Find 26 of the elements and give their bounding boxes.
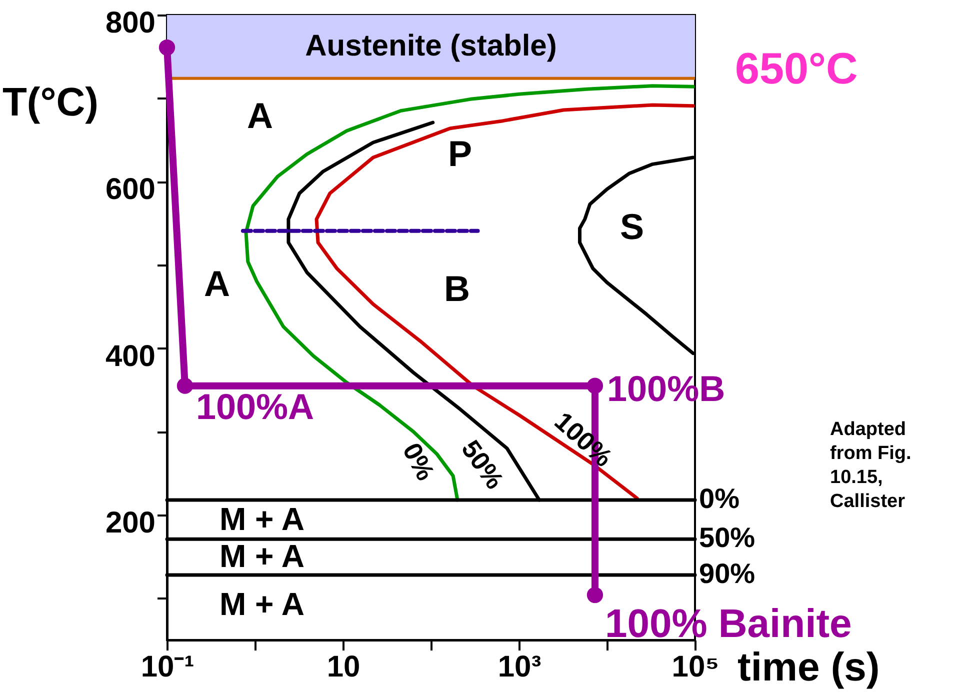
annotation: S [620, 206, 644, 247]
annotation: M + A [219, 538, 305, 574]
annotation: M + A [219, 501, 305, 537]
x-axis-title: time (s) [738, 646, 880, 690]
annotation: 0% [396, 438, 441, 486]
x-tick-label: 10⁻¹ [140, 650, 194, 684]
x-tick-label: 10⁵ [672, 650, 720, 684]
annotation: A [247, 95, 273, 136]
y-tick-label: 600 [105, 173, 156, 206]
annotation: P [448, 133, 472, 174]
y-axis-title: T(°C) [2, 80, 98, 124]
y-tick-label: 400 [105, 340, 156, 373]
series-label: 90% [699, 558, 756, 589]
y-tick-label: 800 [105, 6, 156, 40]
annotation: M + A [219, 586, 305, 622]
x-tick-label: 10³ [498, 650, 542, 684]
annotation: B [444, 268, 470, 309]
series-label: 0% [699, 483, 740, 514]
x-tick-label: 10 [326, 650, 360, 684]
ref-line-label: 650°C [735, 44, 858, 94]
text: Adapted from Fig. 10.15, Callister [830, 419, 912, 512]
series-label: 50% [699, 522, 756, 554]
band-label: Austenite (stable) [305, 30, 557, 63]
y-tick-label: 200 [105, 506, 156, 540]
annotation: A [204, 263, 230, 304]
annotation: 100%A [196, 386, 314, 427]
